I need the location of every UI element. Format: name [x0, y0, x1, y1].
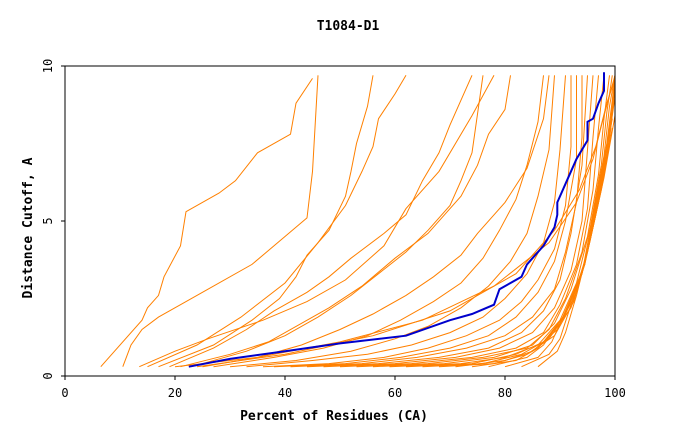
series-line-9	[213, 75, 544, 368]
series-line-0	[100, 78, 313, 368]
series-line-5	[169, 75, 473, 368]
series-line-16	[323, 75, 594, 368]
highlight-layer	[188, 72, 605, 368]
series-line-7	[191, 75, 484, 368]
highlight-series-line	[188, 72, 605, 368]
series-line-29	[537, 115, 616, 368]
series-line-19	[372, 75, 610, 368]
x-tick-label-5: 100	[604, 386, 626, 400]
series-line-1	[122, 75, 319, 367]
series-line-18	[356, 75, 605, 368]
series-line-8	[202, 75, 550, 368]
series-line-14	[290, 75, 583, 368]
series-line-17	[339, 75, 599, 368]
series-line-15	[306, 75, 588, 368]
x-tick-label-4: 80	[498, 386, 512, 400]
y-axis-label: Distance Cutoff, A	[21, 157, 36, 298]
y-tick-label-2: 10	[41, 59, 55, 73]
x-tick-label-2: 40	[278, 386, 292, 400]
x-tick-label-1: 20	[168, 386, 182, 400]
y-axis-ticks: 0 5 10	[41, 59, 65, 380]
series-line-12	[262, 75, 572, 368]
y-tick-label-0: 0	[41, 372, 55, 379]
x-axis-label: Percent of Residues (CA)	[240, 409, 428, 424]
series-line-20	[389, 75, 613, 368]
x-tick-label-3: 60	[388, 386, 402, 400]
series-layer	[100, 75, 616, 368]
x-tick-label-0: 0	[61, 386, 68, 400]
series-line-3	[147, 75, 407, 368]
x-axis-ticks: 0 20 40 60 80 100	[61, 376, 626, 400]
series-line-2	[139, 75, 495, 368]
series-line-4	[158, 75, 374, 368]
series-line-11	[246, 75, 566, 368]
chart-title: T1084-D1	[317, 19, 380, 34]
series-line-27	[504, 87, 616, 368]
y-tick-label-1: 5	[41, 217, 55, 224]
series-line-13	[273, 75, 577, 368]
series-line-25	[471, 109, 613, 368]
